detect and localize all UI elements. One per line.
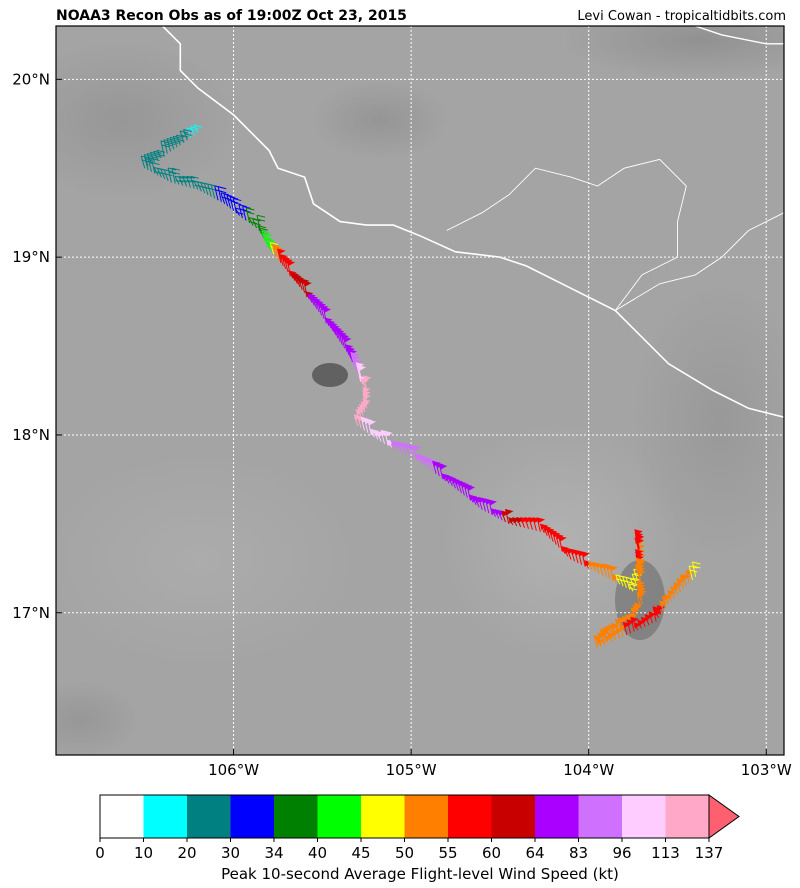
wind-barb: [664, 594, 673, 605]
axis-tick-labels: 106°W 105°W 104°W 103°W 20°N 19°N 18°N 17°N: [12, 70, 792, 779]
wind-barb: [488, 499, 497, 516]
wind-barb: [193, 124, 203, 133]
colorbar-tick-label: 64: [525, 844, 544, 862]
colorbar-bin: [274, 795, 318, 838]
colorbar-bin: [665, 795, 710, 838]
colorbar-bin: [100, 795, 144, 838]
wind-barb: [384, 430, 393, 446]
colorbar-bin: [535, 795, 579, 838]
colorbar-bin: [448, 795, 492, 838]
wind-barb: [659, 600, 668, 612]
lat-tick-label: 18°N: [12, 426, 50, 444]
wind-speed-colorbar: 0 10 20 30 34 40 45 50 55 60 64 83 96 113 137: [95, 794, 740, 862]
colorbar-bin: [622, 795, 666, 838]
wind-barb: [654, 609, 663, 619]
colorbar-tick-label: 83: [569, 844, 588, 862]
wind-barb: [656, 605, 666, 615]
lat-tick-label: 17°N: [12, 604, 50, 622]
wind-barb: [667, 590, 676, 602]
lon-tick-label: 103°W: [741, 761, 792, 779]
recon-wind-barbs: [140, 124, 701, 649]
wind-barb: [501, 510, 510, 523]
wind-barb: [183, 128, 192, 141]
colorbar-tick-label: 45: [351, 844, 370, 862]
colorbar-tick-label: 55: [438, 844, 457, 862]
coastline-path: [161, 26, 784, 418]
colorbar-bin: [317, 795, 362, 838]
wind-barb: [630, 616, 639, 632]
colorbar-tick-label: 30: [221, 844, 240, 862]
colorbar-bin: [404, 795, 449, 838]
wind-barb: [160, 140, 170, 156]
colorbar-label: Peak 10-second Average Flight-level Wind…: [221, 865, 619, 883]
colorbar-tick-label: 50: [395, 844, 414, 862]
wind-barb: [609, 565, 618, 581]
map-panel: [56, 26, 784, 755]
wind-barb: [581, 551, 590, 567]
colorbar-bin: [491, 795, 536, 838]
colorbar-bin: [187, 795, 231, 838]
wind-barb: [691, 561, 701, 577]
map-frame: [55, 25, 785, 756]
wind-barb: [536, 517, 546, 532]
map-credit: Levi Cowan - tropicaltidbits.com: [577, 9, 786, 24]
colorbar-bin: [361, 795, 405, 838]
colorbar-bin: [578, 795, 623, 838]
lat-tick-label: 19°N: [12, 248, 50, 266]
state-border: [446, 158, 784, 311]
lon-tick-label: 104°W: [563, 761, 614, 779]
lon-tick-label: 105°W: [386, 761, 437, 779]
lat-lon-grid: [56, 26, 784, 755]
wind-barb: [217, 186, 227, 203]
wind-barb: [670, 586, 679, 599]
wind-barb: [505, 509, 514, 524]
wind-barb: [685, 569, 694, 584]
colorbar-tick-label: 96: [612, 844, 631, 862]
colorbar-extend-arrow: [708, 794, 740, 839]
wind-barb: [277, 248, 286, 264]
colorbar-tick-label: 0: [95, 844, 105, 862]
colorbar-tick-label: 60: [482, 844, 501, 862]
wind-barb: [264, 238, 274, 249]
wind-barb: [186, 127, 196, 138]
wind-barb: [673, 582, 682, 596]
wind-barb: [676, 578, 685, 593]
wind-barb: [245, 207, 255, 224]
map-title: NOAA3 Recon Obs as of 19:00Z Oct 23, 201…: [56, 8, 407, 24]
wind-barb: [232, 198, 242, 214]
colorbar-tick-label: 137: [695, 844, 724, 862]
colorbar-tick-label: 113: [651, 844, 680, 862]
wind-barb: [256, 214, 266, 231]
lat-tick-label: 20°N: [12, 70, 50, 88]
wind-barb: [367, 419, 377, 436]
wind-barb: [261, 230, 270, 242]
wind-barb: [682, 573, 691, 587]
wind-barb: [151, 158, 160, 174]
wind-barb: [189, 126, 199, 136]
colorbar-bin: [143, 795, 188, 838]
colorbar-tick-label: 20: [177, 844, 196, 862]
wind-barb: [438, 463, 448, 479]
wind-barb: [412, 445, 422, 460]
colorbar-tick-label: 34: [264, 844, 283, 862]
wind-barb: [171, 167, 181, 184]
colorbar-tick-label: 40: [308, 844, 327, 862]
coastline: [161, 26, 784, 418]
satellite-texture: [56, 26, 784, 755]
coastline-path-ne: [694, 26, 784, 45]
lon-tick-label: 106°W: [208, 761, 259, 779]
colorbar-tick-label: 10: [134, 844, 153, 862]
wind-barb: [601, 629, 610, 646]
colorbar-bin: [230, 795, 275, 838]
